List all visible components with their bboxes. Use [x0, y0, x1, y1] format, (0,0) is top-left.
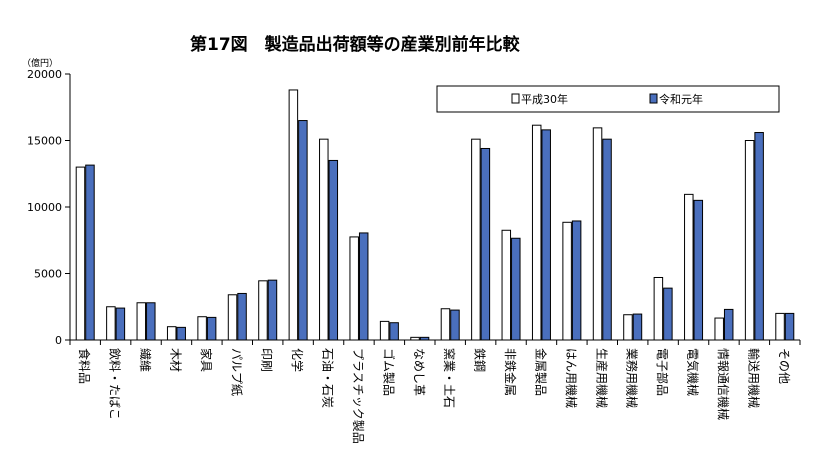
bar-2	[176, 326, 186, 341]
bar-1	[714, 317, 724, 341]
category-label: 食料品	[77, 348, 92, 384]
y-tick-label: 5000	[34, 268, 62, 281]
chart-title: 第17図 製造品出荷額等の産業別前年比較	[190, 34, 521, 55]
category-label: 家具	[199, 348, 214, 372]
y-axis-unit: （億円）	[22, 57, 58, 69]
bar-2	[419, 336, 430, 341]
bar-1	[592, 127, 603, 341]
bar-2	[146, 302, 156, 341]
bar-2	[85, 164, 95, 341]
category-label: 石油・石炭	[321, 348, 335, 408]
bar-2	[206, 316, 217, 341]
bar-1	[440, 308, 451, 341]
bar-2	[663, 287, 673, 341]
category-label: 情報通信機械	[716, 348, 731, 420]
bar-1	[775, 312, 785, 341]
category-label: 木材	[168, 348, 182, 372]
legend-label-series1: 平成30年	[521, 92, 568, 106]
bar-2	[267, 279, 278, 341]
legend-swatch-series2	[649, 93, 658, 104]
bar-1	[623, 314, 633, 341]
bar-1	[684, 193, 694, 341]
category-label: パルプ紙	[229, 348, 244, 396]
bar-2	[358, 232, 369, 341]
category-label: 窯業・土石	[442, 348, 457, 408]
category-label: 業務用機械	[625, 348, 640, 408]
bar-2	[389, 322, 399, 341]
bar-1	[75, 166, 86, 341]
bar-1	[562, 221, 572, 341]
bar-2	[784, 312, 795, 341]
category-label: 繊維	[138, 348, 152, 372]
y-tick-label: 15000	[27, 135, 62, 148]
y-tick-label: 0	[55, 334, 62, 347]
bar-1	[379, 320, 390, 341]
legend: 平成30年 令和元年	[436, 85, 780, 113]
bar-1	[349, 236, 359, 341]
bar-2	[298, 120, 308, 341]
bar-2	[602, 138, 612, 341]
legend-label-series2: 令和元年	[659, 92, 703, 106]
y-tick-label: 20000	[27, 68, 62, 81]
bar-1	[258, 280, 268, 341]
y-tick-label: 10000	[27, 201, 62, 214]
category-label: 非鉄金属	[503, 348, 518, 396]
bar-2	[754, 132, 764, 341]
bar-1	[288, 89, 299, 341]
bar-2	[723, 308, 734, 341]
bar-2	[450, 309, 460, 341]
category-label: 化学	[290, 348, 305, 372]
bar-2	[632, 313, 643, 341]
category-label: プラスチック製品	[351, 348, 365, 444]
category-label: 印刷	[260, 348, 274, 372]
bar-1	[136, 302, 147, 341]
bar-1	[471, 138, 481, 341]
bar-2	[541, 129, 551, 341]
category-label: 電子部品	[655, 348, 670, 396]
legend-box	[436, 85, 780, 113]
category-label: その他	[777, 348, 791, 384]
bar-2	[328, 159, 339, 341]
bar-1	[106, 306, 116, 341]
bar-1	[653, 276, 664, 341]
category-label: なめし革	[412, 348, 426, 396]
bar-2	[115, 307, 126, 341]
plot-area: 0 5000 10000 15000 20000 食料品 飲料・たばこ 繊維 木材 家具 パルプ紙 印…	[27, 68, 801, 444]
bar-2	[480, 147, 491, 341]
category-label: 生産用機械	[594, 348, 609, 408]
bar-2	[511, 237, 521, 341]
category-label: 飲料・たばこ	[108, 348, 123, 420]
category-label: 電気機械	[686, 348, 701, 396]
category-label: ゴム製品	[381, 348, 396, 396]
legend-swatch-series1	[511, 93, 520, 104]
bar-1	[227, 294, 238, 341]
bar-1	[197, 316, 207, 341]
category-label: 輸送用機械	[746, 348, 761, 408]
bar-2	[237, 292, 247, 341]
bar-2	[693, 199, 704, 341]
bar-1	[531, 124, 542, 341]
bar-1	[166, 326, 177, 341]
category-label: 金属製品	[533, 348, 548, 396]
bar-2	[571, 220, 582, 341]
bar-1	[501, 229, 512, 341]
bar-1	[410, 336, 420, 341]
bar-1	[744, 140, 755, 341]
category-label: はん用機械	[564, 348, 579, 408]
category-label: 鉄鋼	[473, 348, 488, 372]
bar-1	[319, 138, 329, 341]
